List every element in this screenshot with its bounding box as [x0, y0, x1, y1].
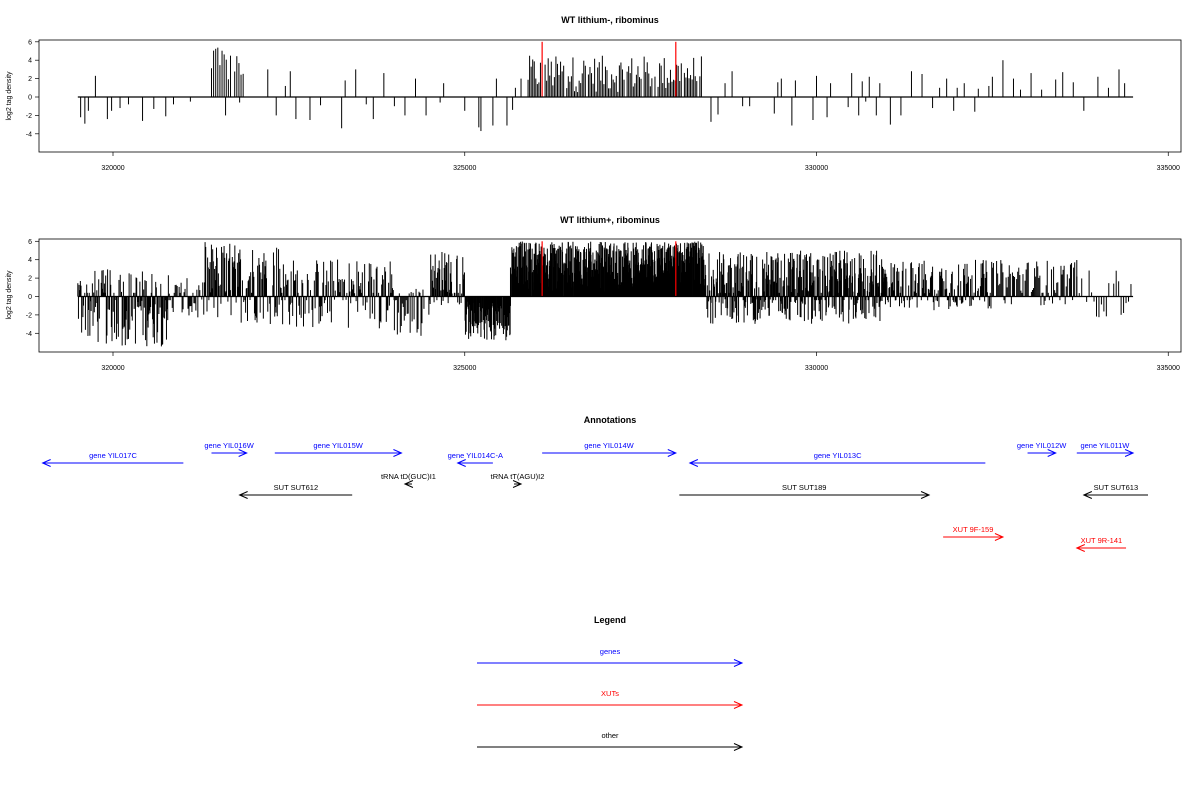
- feature-label: SUT SUT189: [782, 483, 826, 492]
- legend-arrow-arrowhead: [733, 743, 744, 751]
- feature-label: XUT 9F-159: [953, 525, 994, 534]
- feature: XUT 9F-159: [943, 525, 1005, 541]
- legend-item: XUTs: [477, 689, 744, 709]
- feature: gene YIL014C-A: [448, 451, 503, 467]
- x-axis: 320000 325000 330000 335000: [101, 152, 1180, 172]
- legend-title: Legend: [594, 615, 626, 625]
- coverage-bars: [80, 47, 1126, 132]
- feature-label: gene YIL014W: [584, 441, 634, 450]
- feature-arrow-arrowhead: [238, 491, 248, 499]
- coverage-panel-lithium-minus: WT lithium-, ribominus log2 tag density …: [6, 15, 1182, 172]
- feature-arrow-arrowhead: [920, 491, 931, 499]
- legend-label: XUTs: [601, 689, 619, 698]
- x-tick-label: 325000: [453, 365, 476, 372]
- feature-label: gene YIL012W: [1017, 441, 1067, 450]
- legend-arrow-arrowhead: [733, 659, 744, 667]
- feature-arrow-arrowhead: [41, 459, 51, 467]
- feature-arrow-arrowhead: [456, 459, 466, 467]
- y-tick-label: -2: [26, 312, 32, 319]
- legend: Legend genes XUTs other: [477, 615, 744, 751]
- y-axis: 6 4 2 0 -2 -4: [26, 39, 39, 138]
- y-tick-label: -4: [26, 131, 32, 138]
- feature: SUT SUT612: [238, 483, 353, 499]
- feature: tRNA tD(GUC)I1: [381, 472, 436, 488]
- y-axis: 6 4 2 0 -2 -4: [26, 239, 39, 338]
- legend-label: other: [601, 731, 619, 740]
- annotations-title: Annotations: [584, 415, 637, 425]
- feature-label: SUT SUT613: [1094, 483, 1138, 492]
- panel-title: WT lithium+, ribominus: [560, 215, 660, 225]
- feature: gene YIL014W: [542, 441, 678, 457]
- y-tick-label: 4: [28, 257, 32, 264]
- y-tick-label: -4: [26, 331, 32, 338]
- feature-label: gene YIL017C: [89, 451, 137, 460]
- feature-label: SUT SUT612: [274, 483, 318, 492]
- legend-arrow-arrowhead: [733, 701, 744, 709]
- feature: gene YIL013C: [688, 451, 986, 467]
- feature: XUT 9R-141: [1075, 536, 1127, 552]
- feature-arrow-arrowhead: [1047, 449, 1057, 457]
- legend-item: genes: [477, 647, 744, 667]
- coverage-bars: [77, 241, 1132, 347]
- feature-label: gene YIL013C: [814, 451, 862, 460]
- feature-arrow-arrowhead: [1075, 544, 1085, 552]
- y-tick-label: 2: [28, 276, 32, 283]
- x-axis: 320000 325000 330000 335000: [101, 352, 1180, 372]
- region-markers: [541, 41, 677, 97]
- feature: gene YIL012W: [1017, 441, 1067, 457]
- feature-list: gene YIL017C gene YIL016W gene YIL015W tRNA…: [41, 441, 1148, 552]
- feature-arrow-arrowhead: [393, 449, 403, 457]
- x-tick-label: 335000: [1157, 365, 1180, 372]
- feature-arrow-arrowhead: [403, 480, 414, 488]
- feature-arrow-arrowhead: [1082, 491, 1093, 499]
- x-tick-label: 325000: [453, 165, 476, 172]
- feature: gene YIL017C: [41, 451, 184, 467]
- x-tick-label: 330000: [805, 165, 828, 172]
- y-tick-label: 2: [28, 76, 32, 83]
- legend-items: genes XUTs other: [477, 647, 744, 751]
- y-tick-label: 6: [28, 39, 32, 46]
- feature-arrow-arrowhead: [238, 449, 248, 457]
- feature: SUT SUT613: [1082, 483, 1148, 499]
- feature: gene YIL011W: [1076, 441, 1135, 457]
- x-tick-label: 320000: [101, 365, 124, 372]
- feature-label: gene YIL011W: [1080, 441, 1130, 450]
- plot-frame: [38, 39, 1182, 153]
- feature: gene YIL016W: [204, 441, 255, 457]
- feature-arrow-arrowhead: [667, 449, 678, 457]
- y-axis-label: log2 tag density: [6, 71, 13, 121]
- feature-arrow-arrowhead: [994, 533, 1005, 541]
- y-tick-label: 0: [28, 95, 32, 102]
- y-tick-label: 0: [28, 294, 32, 301]
- y-tick-label: 6: [28, 239, 32, 246]
- feature: gene YIL015W: [274, 441, 403, 457]
- feature-label: XUT 9R-141: [1081, 536, 1123, 545]
- legend-item: other: [477, 731, 744, 751]
- feature-label: gene YIL016W: [204, 441, 254, 450]
- panel-title: WT lithium-, ribominus: [561, 15, 659, 25]
- feature-label: tRNA tT(AGU)I2: [491, 472, 545, 481]
- y-tick-label: -2: [26, 113, 32, 120]
- x-tick-label: 335000: [1157, 165, 1180, 172]
- feature-arrow-arrowhead: [1124, 449, 1135, 457]
- region-markers: [541, 241, 677, 297]
- feature: tRNA tT(AGU)I2: [491, 472, 545, 488]
- x-tick-label: 330000: [805, 365, 828, 372]
- feature-arrow-arrowhead: [688, 459, 699, 467]
- plot-frame: [38, 238, 1182, 353]
- feature: SUT SUT189: [679, 483, 931, 499]
- feature-label: tRNA tD(GUC)I1: [381, 472, 436, 481]
- feature-label: gene YIL015W: [313, 441, 363, 450]
- y-tick-label: 4: [28, 58, 32, 65]
- feature-arrow-arrowhead: [512, 480, 523, 488]
- x-tick-label: 320000: [101, 165, 124, 172]
- feature-label: gene YIL014C-A: [448, 451, 503, 460]
- legend-label: genes: [600, 647, 621, 656]
- coverage-panel-lithium-plus: WT lithium+, ribominus log2 tag density …: [6, 215, 1182, 372]
- y-axis-label: log2 tag density: [6, 270, 13, 320]
